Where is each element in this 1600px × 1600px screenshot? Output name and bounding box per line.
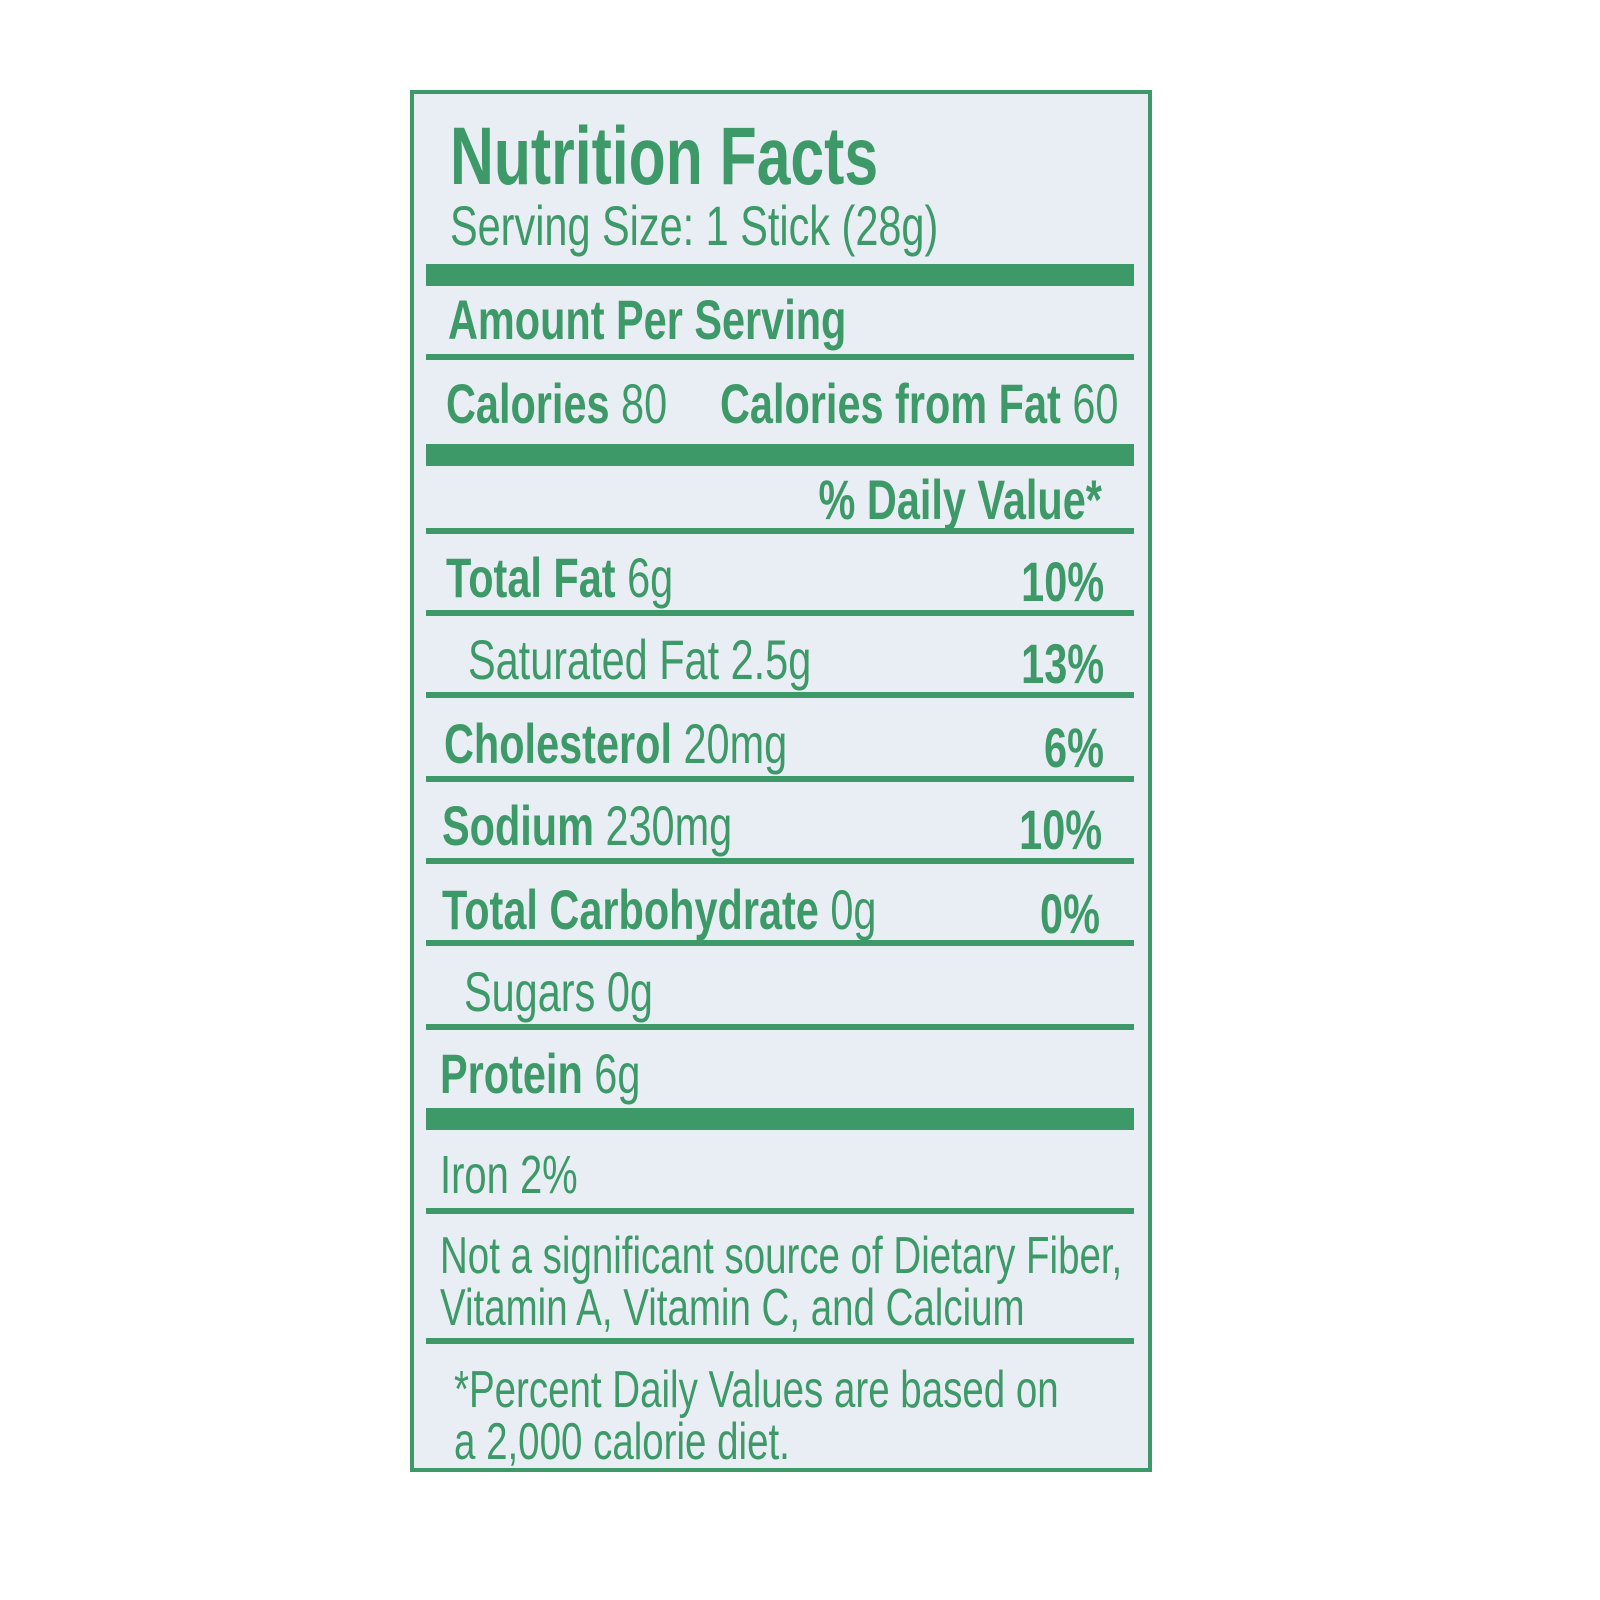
divider <box>426 1338 1134 1344</box>
divider <box>426 264 1134 286</box>
divider <box>426 858 1134 864</box>
divider <box>426 776 1134 782</box>
divider <box>426 610 1134 616</box>
nutrient-amount: 20mg <box>683 712 788 775</box>
nutrient-dv: 0% <box>1040 882 1100 945</box>
divider <box>426 1208 1134 1214</box>
not-significant-line-2: Vitamin A, Vitamin C, and Calcium <box>440 1279 1025 1337</box>
nutrient-label: Total Carbohydrate <box>442 878 819 941</box>
nutrient-label: Sodium <box>442 794 594 857</box>
nutrient-dv: 10% <box>1019 798 1102 861</box>
divider <box>426 354 1134 360</box>
nutrient-amount: 6g <box>594 1042 641 1105</box>
calories-label: Calories <box>446 372 610 435</box>
nutrient-amount: 6g <box>627 546 674 609</box>
nutrient-label: Sugars <box>464 960 596 1023</box>
label-title: Nutrition Facts <box>450 111 879 202</box>
nutrient-label: Protein <box>440 1042 583 1105</box>
nutrient-dv: 10% <box>1021 550 1104 613</box>
nutrient-dv: 6% <box>1044 716 1104 779</box>
iron-row: Iron 2% <box>440 1145 578 1205</box>
nutrient-dv: 13% <box>1021 632 1104 695</box>
nutrient-amount: 0g <box>830 878 877 941</box>
nutrient-amount: 2.5g <box>730 628 812 691</box>
nutrient-label: Saturated Fat <box>468 628 720 691</box>
nutrition-facts-label: Nutrition Facts Serving Size: 1 Stick (2… <box>410 90 1152 1472</box>
divider <box>426 1024 1134 1030</box>
not-significant-line-1: Not a significant source of Dietary Fibe… <box>440 1227 1123 1285</box>
footnote-line-1: *Percent Daily Values are based on <box>454 1361 1059 1419</box>
divider <box>426 692 1134 698</box>
divider <box>426 528 1134 534</box>
calories-value: 80 <box>621 372 668 435</box>
footnote-line-2: a 2,000 calorie diet. <box>454 1413 790 1471</box>
daily-value-header: % Daily Value* <box>818 468 1102 531</box>
divider <box>426 444 1134 466</box>
serving-size: Serving Size: 1 Stick (28g) <box>450 194 939 257</box>
calories-fat-label: Calories from Fat <box>720 372 1061 435</box>
nutrient-amount: 230mg <box>605 794 733 857</box>
divider <box>426 940 1134 946</box>
divider <box>426 1108 1134 1130</box>
amount-per-serving: Amount Per Serving <box>448 288 847 351</box>
nutrient-label: Cholesterol <box>444 712 672 775</box>
nutrient-label: Total Fat <box>446 546 616 609</box>
nutrient-amount: 0g <box>606 960 653 1023</box>
calories-fat-value: 60 <box>1072 372 1119 435</box>
